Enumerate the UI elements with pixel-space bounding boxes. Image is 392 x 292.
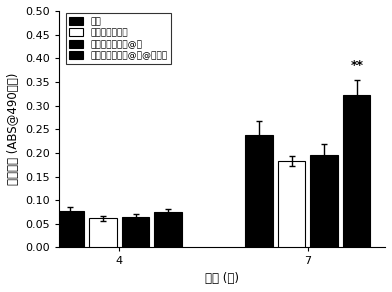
Bar — [245, 135, 273, 248]
X-axis label: 时间 (天): 时间 (天) — [205, 272, 239, 285]
Y-axis label: 细胞活性 (ABS@490纳米): 细胞活性 (ABS@490纳米) — [7, 73, 20, 185]
Bar — [89, 218, 117, 248]
Bar — [278, 161, 305, 248]
Bar — [343, 95, 370, 248]
Bar — [154, 213, 182, 248]
Legend: 钓材, 二氧化钓纳米管, 二氧化钓纳米管@硒, 二氧化钓纳米管@硒@壳聚糖: 钓材, 二氧化钓纳米管, 二氧化钓纳米管@硒, 二氧化钓纳米管@硒@壳聚糖 — [66, 13, 171, 64]
Bar — [122, 217, 149, 248]
Bar — [57, 211, 84, 248]
Bar — [310, 155, 338, 248]
Text: **: ** — [350, 59, 363, 72]
